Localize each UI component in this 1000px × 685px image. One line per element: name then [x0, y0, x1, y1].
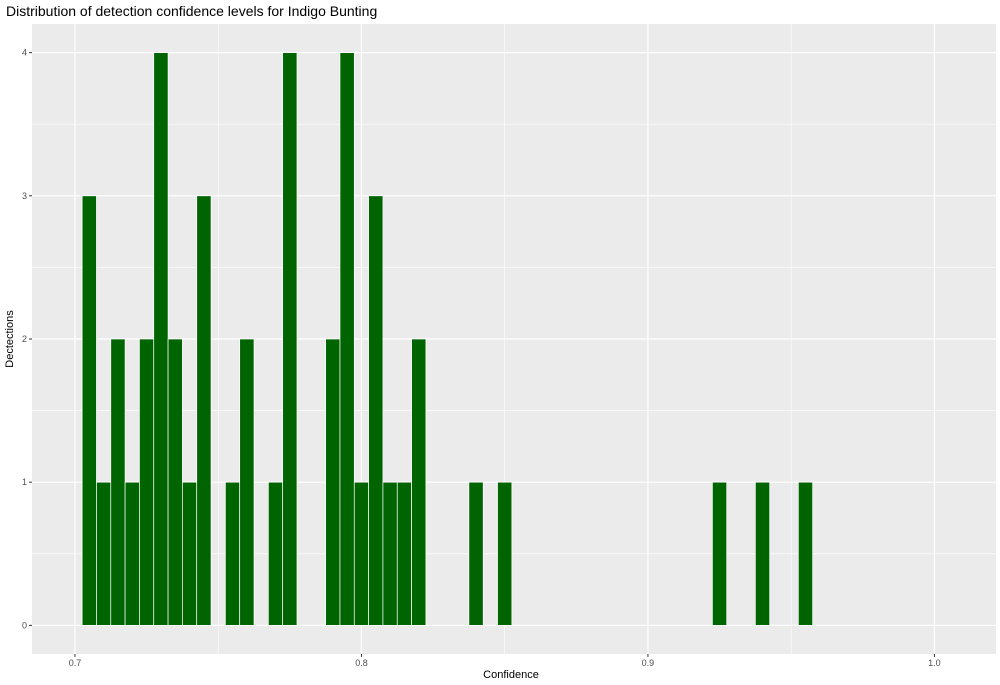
histogram-bar [712, 481, 728, 626]
histogram-bar [196, 195, 212, 626]
y-tick-label: 4 [22, 48, 27, 58]
x-tick-label: 1.0 [928, 658, 941, 668]
histogram-bar [353, 481, 369, 626]
histogram-bar [339, 52, 355, 626]
histogram-bar [182, 481, 198, 626]
histogram-bar [267, 481, 284, 626]
histogram-bar [468, 481, 484, 626]
y-tick-label: 3 [22, 191, 27, 201]
histogram-bar [497, 481, 513, 626]
histogram-bar [124, 481, 140, 626]
axis-ticks: 0.7 0.8 0.9 1.0 0 1 2 3 4 [22, 48, 941, 668]
histogram-bar [396, 481, 412, 626]
x-axis-title: Confidence [483, 669, 539, 681]
y-axis-title: Dectections [4, 310, 16, 368]
histogram-bar [110, 338, 126, 626]
chart-title: Distribution of detection confidence lev… [6, 3, 378, 19]
histogram-bar [139, 338, 155, 626]
x-tick-label: 0.7 [69, 658, 82, 668]
histogram-bar [325, 338, 341, 626]
histogram-bar [81, 195, 97, 626]
histogram-bar [282, 52, 298, 626]
histogram-bar [368, 195, 384, 626]
histogram-bar [797, 481, 814, 626]
histogram-bar [382, 481, 398, 626]
histogram-bar [755, 481, 771, 626]
histogram-bar [153, 52, 169, 626]
bars [81, 52, 814, 626]
x-tick-label: 0.8 [355, 658, 368, 668]
histogram-bar [411, 338, 427, 626]
histogram-bar [239, 338, 255, 626]
y-tick-label: 0 [22, 620, 27, 630]
x-tick-label: 0.9 [642, 658, 655, 668]
y-tick-label: 2 [22, 334, 27, 344]
histogram-bar [167, 338, 183, 626]
histogram-bar [96, 481, 112, 626]
histogram-bar [225, 481, 241, 626]
y-tick-label: 1 [22, 477, 27, 487]
